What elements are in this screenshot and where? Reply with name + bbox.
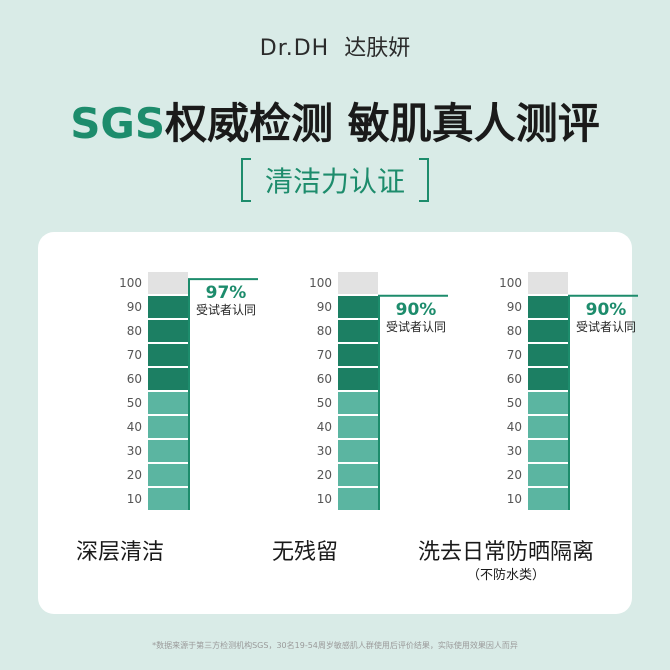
label-no-residue: 无残留	[272, 540, 339, 565]
tick-label: 70	[127, 348, 142, 362]
tick-label: 40	[317, 420, 332, 434]
value-label: 90%	[586, 300, 627, 320]
tick-label: 40	[507, 420, 522, 434]
chart-remove-sunscreen: 100 90 80 70 60 50 40 30 20 10 90%受试者认同	[499, 272, 638, 510]
bar-segment	[148, 296, 188, 318]
tick-label: 60	[127, 372, 142, 386]
label-remove-sunscreen-sub: （不防水类）	[466, 568, 545, 583]
headline-sgs: SGS	[70, 99, 166, 148]
value-note: 受试者认同	[386, 319, 446, 334]
label-remove-sunscreen: 洗去日常防晒隔离	[417, 540, 594, 565]
tick-label: 100	[499, 276, 522, 290]
bar-segment	[338, 416, 378, 438]
tick-label: 10	[507, 492, 522, 506]
brand-logo: Dr.DH 达肤妍	[0, 30, 670, 62]
bar-segment	[528, 416, 568, 438]
tick-label: 60	[507, 372, 522, 386]
headline-rest: 权威检测 敏肌真人测评	[165, 99, 600, 148]
badge-text: 清洁力认证	[240, 158, 430, 202]
chart-no-residue: 100 90 80 70 60 50 40 30 20 10 90%受试者认同	[309, 272, 448, 510]
bar-segment	[338, 320, 378, 342]
logo-chinese: 达肤妍	[344, 36, 411, 61]
bar-segment	[148, 320, 188, 342]
tick-label: 50	[317, 396, 332, 410]
tick-label: 90	[507, 300, 522, 314]
bar-segment	[148, 344, 188, 366]
tick-label: 30	[507, 444, 522, 458]
bar-segment	[338, 464, 378, 486]
bar-segment	[148, 392, 188, 414]
tick-label: 50	[127, 396, 142, 410]
chart-deep-clean: 100 90 80 70 60 50 40 30 20 10 97%受试者认同	[119, 272, 258, 510]
tick-label: 80	[317, 324, 332, 338]
bar-segment	[528, 440, 568, 462]
tick-label: 20	[127, 468, 142, 482]
headline: SGS权威检测 敏肌真人测评	[0, 90, 670, 151]
bar-segment	[148, 416, 188, 438]
bar-segment	[338, 368, 378, 390]
bar-segment	[148, 464, 188, 486]
bar-segment	[338, 344, 378, 366]
bar-segment	[528, 368, 568, 390]
tick-label: 40	[127, 420, 142, 434]
bar-segment	[148, 368, 188, 390]
bar-segment	[528, 320, 568, 342]
tick-label: 50	[507, 396, 522, 410]
tick-label: 30	[127, 444, 142, 458]
bar-segment	[528, 296, 568, 318]
tick-label: 70	[507, 348, 522, 362]
bar-segment	[338, 488, 378, 510]
bar-segment	[148, 488, 188, 510]
value-label: 97%	[206, 283, 247, 303]
tick-label: 80	[127, 324, 142, 338]
value-note: 受试者认同	[196, 302, 256, 317]
bar-segment	[148, 440, 188, 462]
tick-label: 30	[317, 444, 332, 458]
tick-label: 90	[317, 300, 332, 314]
tick-label: 20	[317, 468, 332, 482]
bar-segment	[338, 296, 378, 318]
footnote: *数据来源于第三方检测机构SGS，30名19-54周岁敏感肌人群使用后评价结果，…	[152, 641, 518, 650]
bar-segment	[338, 272, 378, 294]
tick-label: 100	[119, 276, 142, 290]
certification-badge: 清洁力认证	[0, 158, 670, 202]
tick-label: 90	[127, 300, 142, 314]
bar-segment	[528, 344, 568, 366]
label-deep-clean: 深层清洁	[76, 540, 165, 565]
chart-card: 100 90 80 70 60 50 40 30 20 10 97% 受试者认同 100 90 80 70 6…	[38, 232, 638, 614]
tick-label: 20	[507, 468, 522, 482]
bar-segment	[528, 464, 568, 486]
bar-segment	[528, 392, 568, 414]
bar-segment	[528, 272, 568, 294]
tick-label: 60	[317, 372, 332, 386]
value-note: 受试者认同	[576, 319, 636, 334]
bar-segment	[148, 272, 188, 294]
bar-segment	[528, 488, 568, 510]
value-label: 90%	[396, 300, 437, 320]
logo-brand: Dr.DH	[259, 36, 330, 61]
tick-label: 100	[309, 276, 332, 290]
bar-segment	[338, 392, 378, 414]
tick-label: 10	[127, 492, 142, 506]
tick-label: 80	[507, 324, 522, 338]
tick-label: 10	[317, 492, 332, 506]
tick-label: 70	[317, 348, 332, 362]
bar-segment	[338, 440, 378, 462]
